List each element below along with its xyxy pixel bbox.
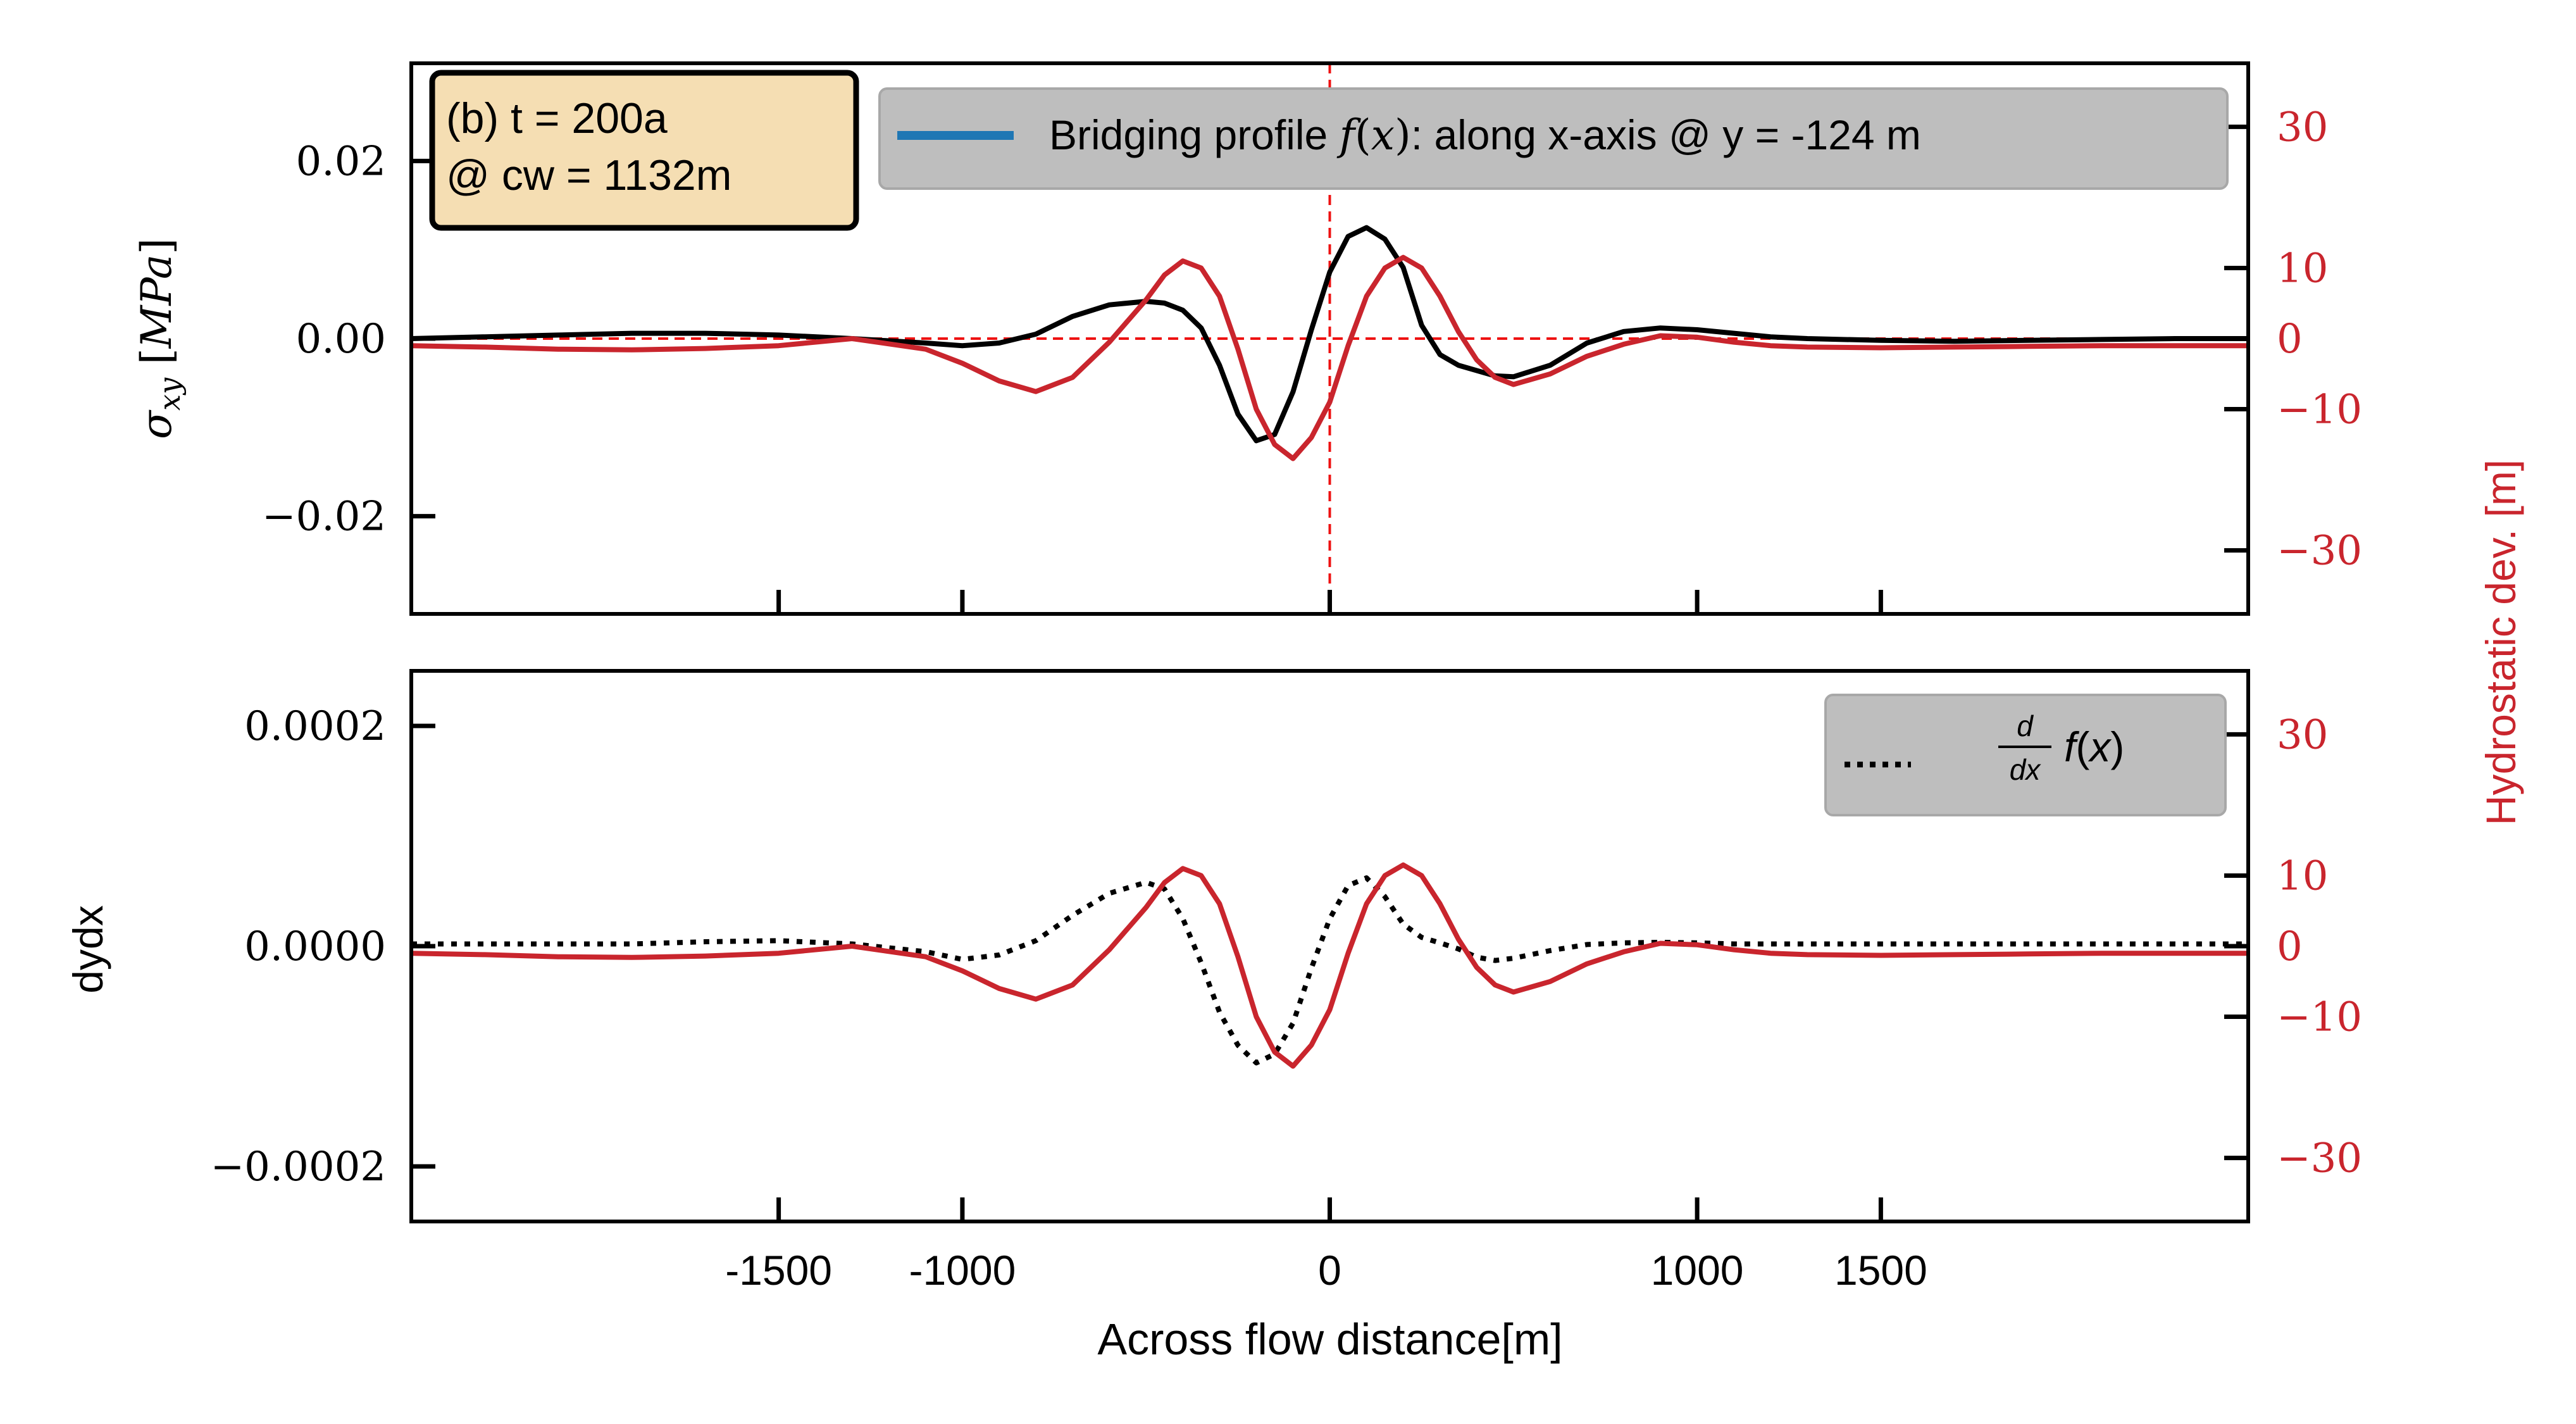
y-tick-label: 0.02	[296, 138, 387, 185]
bottom-legend: d dx f(x)	[1824, 694, 2227, 816]
top-series-group	[411, 225, 2248, 461]
top-y-ticks: −0.02 0.00 0.02	[262, 138, 435, 540]
svg-text:dx: dx	[2010, 753, 2042, 786]
x-axis-label: Across flow distance[m]	[1097, 1315, 1562, 1364]
top-x-ticks	[776, 590, 1883, 614]
x-tick-label: 1000	[1651, 1247, 1744, 1294]
bottom-series-group	[411, 862, 2248, 1069]
series-line-hydrostatic	[411, 862, 2248, 1069]
x-tick-label: -1500	[725, 1247, 832, 1294]
y2-tick-label: −10	[2277, 994, 2362, 1041]
bottom-y-axis-label: dydx	[65, 905, 111, 993]
y-tick-label: −0.0002	[210, 1144, 386, 1190]
y2-tick-label: 0	[2277, 316, 2303, 363]
bottom-legend-label: d dx f(x)	[1998, 709, 2124, 786]
top-y-axis-label: σxy [MPa]	[132, 238, 187, 439]
annotation-line-2: @ cw = 1132m	[446, 151, 731, 199]
svg-text:d: d	[2017, 709, 2034, 742]
svg-text:f(x): f(x)	[2064, 723, 2124, 770]
y-tick-label: −0.02	[262, 494, 386, 540]
y2-tick-label: 0	[2277, 923, 2303, 970]
y2-axis-label: Hydrostatic dev. [m]	[2477, 459, 2524, 825]
y2-tick-label: 30	[2277, 104, 2328, 151]
x-tick-label: -1000	[909, 1247, 1016, 1294]
y2-tick-label: −30	[2277, 528, 2362, 575]
y2-tick-label: 30	[2277, 711, 2328, 758]
top-legend: Bridging profile f(x): along x-axis @ y …	[878, 87, 2229, 190]
y2-tick-label: −30	[2277, 1135, 2362, 1182]
bottom-y-ticks: −0.0002 0.0000 0.0002	[210, 703, 435, 1190]
series-line-hydrostatic	[411, 254, 2248, 461]
bottom-panel: −0.0002 0.0000 0.0002 −30 −10 0 10 30 -1500 -10…	[65, 669, 2362, 1364]
y-tick-label: 0.0000	[244, 923, 386, 970]
annotation-line-1: (b) t = 200a	[446, 94, 668, 142]
bottom-x-ticks: -1500 -1000 0 1000 1500	[725, 1197, 1927, 1294]
y2-tick-label: −10	[2277, 387, 2362, 434]
top-panel: −0.02 0.00 0.02 −30 −10 0 10 30 σxy [MPa] (b) …	[132, 61, 2362, 616]
top-y2-ticks: −30 −10 0 10 30	[2224, 104, 2362, 575]
y-tick-label: 0.00	[296, 316, 387, 363]
y2-tick-label: 10	[2277, 853, 2328, 899]
bottom-y2-ticks: −30 −10 0 10 30	[2224, 711, 2362, 1182]
series-line-derivative	[411, 875, 2248, 1066]
x-tick-label: 0	[1318, 1247, 1341, 1294]
series-line-stress	[411, 225, 2248, 444]
y2-tick-label: 10	[2277, 245, 2328, 292]
x-tick-label: 1500	[1834, 1247, 1927, 1294]
annotation-box: (b) t = 200a @ cw = 1132m	[429, 70, 859, 231]
top-legend-label: Bridging profile f(x): along x-axis @ y …	[1049, 111, 1921, 159]
y-tick-label: 0.0002	[244, 703, 386, 750]
